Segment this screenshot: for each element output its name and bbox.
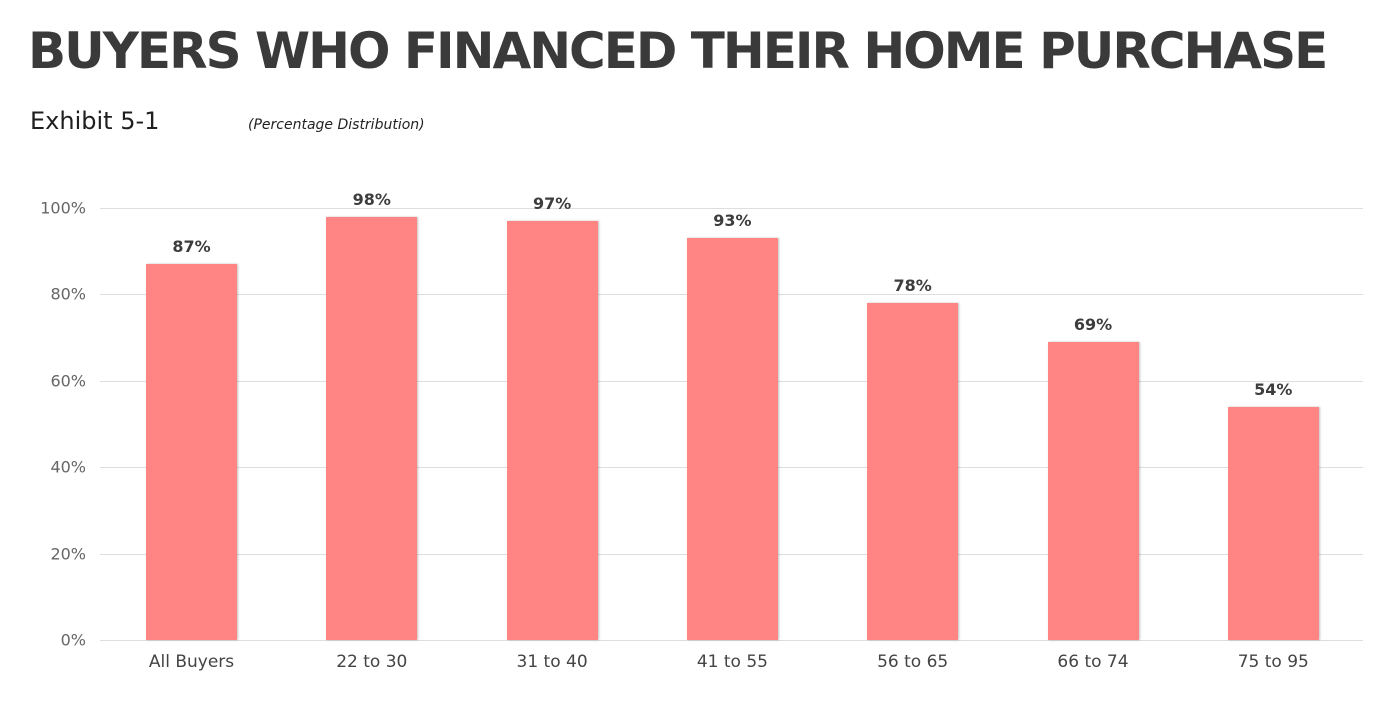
bar-value-label: 69% [1073,314,1113,334]
bar [867,303,959,640]
bar [1047,341,1139,640]
bar-value-label: 98% [352,189,391,209]
x-category-label: 31 to 40 [516,652,588,672]
gridline [100,208,1363,209]
y-tick-label: 80% [50,284,86,304]
bar-value-label: 78% [893,276,932,296]
y-tick-label: 100% [40,198,86,218]
bar-value-label: 54% [1254,379,1293,399]
y-tick-label: 20% [50,544,86,564]
y-tick-label: 0% [60,630,86,650]
bar [506,220,598,640]
x-category-label: 41 to 55 [696,652,768,672]
chart-subtitle: (Percentage Distribution) [248,117,425,133]
bar [326,216,418,640]
exhibit-label: Exhibit 5-1 [30,107,160,135]
bar [686,238,778,640]
x-category-label: 66 to 74 [1057,652,1129,672]
gridline [100,640,1363,641]
bar-value-label: 93% [713,211,752,231]
x-category-label: 22 to 30 [336,652,408,672]
bar-value-label: 97% [532,193,572,213]
y-tick-label: 40% [50,457,86,477]
bar [1227,406,1319,640]
bar [146,264,237,640]
bar-value-label: 87% [172,237,211,257]
x-category-label: 75 to 95 [1237,652,1309,672]
y-tick-label: 60% [50,371,86,391]
x-category-label: 56 to 65 [877,652,949,672]
page-title: BUYERS WHO FINANCED THEIR HOME PURCHASE [28,22,1328,80]
x-category-label: All Buyers [148,652,235,672]
